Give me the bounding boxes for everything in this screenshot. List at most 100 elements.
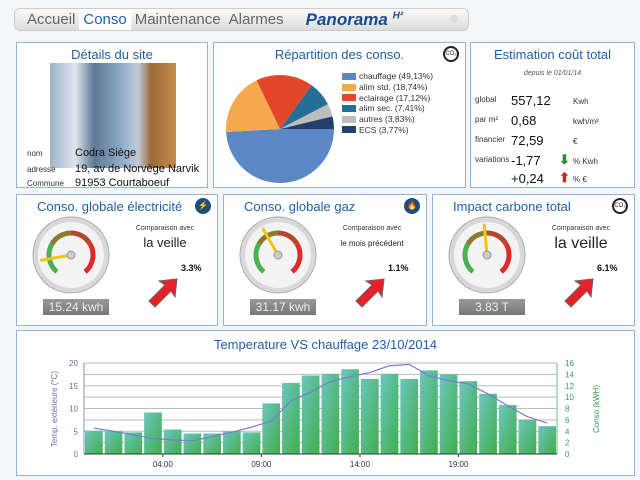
compare-label: Comparaison avec bbox=[135, 225, 195, 232]
temperature-line bbox=[93, 363, 548, 442]
compare-period: la veille bbox=[554, 235, 608, 252]
legend-label: eclairage (17,12%) bbox=[359, 92, 431, 103]
conso-bar[interactable] bbox=[301, 375, 320, 454]
conso-bar[interactable] bbox=[262, 403, 281, 454]
brand-logo: Panorama H² bbox=[306, 10, 404, 30]
building-photo bbox=[50, 63, 176, 168]
co2-icon[interactable]: CO₂ bbox=[612, 198, 628, 214]
co2-icon[interactable]: CO₂ bbox=[443, 46, 459, 62]
cout-panel: Estimation coût total depuis le 01/01/14… bbox=[470, 42, 635, 188]
conso-bar[interactable] bbox=[163, 429, 182, 454]
legend-label: chauffage (49,13%) bbox=[359, 71, 434, 82]
temperature-chauffage-chart: 0 5 10 15 20 0 2 4 6 8 10 12 14 16 04:00 09:00 14:00 19:0… bbox=[50, 359, 601, 469]
compare-label: Comparaison avec bbox=[551, 225, 611, 232]
conso-bar[interactable] bbox=[518, 419, 537, 454]
conso-bar[interactable] bbox=[321, 373, 340, 454]
x-tick: 04:00 bbox=[153, 460, 174, 469]
conso-bar[interactable] bbox=[498, 405, 517, 454]
pie-slice[interactable] bbox=[226, 80, 280, 132]
panel-title: Impact carbone total bbox=[453, 199, 571, 214]
cout-label: global bbox=[475, 95, 497, 104]
nom-label: nom bbox=[27, 149, 43, 158]
pie-slice[interactable] bbox=[280, 104, 333, 129]
cout-value: 72,59 bbox=[511, 133, 544, 148]
conso-bar[interactable] bbox=[420, 370, 438, 454]
lightning-icon[interactable]: ⚡ bbox=[195, 198, 211, 214]
trend-up-arrow-icon bbox=[355, 278, 385, 308]
y-left-tick: 10 bbox=[69, 405, 78, 414]
pie-slice[interactable] bbox=[280, 85, 328, 129]
legend-item: ECS (3,77%) bbox=[342, 124, 433, 135]
conso-bar[interactable] bbox=[538, 426, 556, 454]
y-right-tick: 12 bbox=[565, 382, 574, 391]
conso-bar[interactable] bbox=[459, 381, 478, 454]
compare-period: la veille bbox=[143, 235, 187, 250]
y-left-tick: 15 bbox=[69, 382, 78, 391]
menu-button[interactable] bbox=[450, 15, 458, 23]
conso-bar[interactable] bbox=[85, 430, 103, 454]
pie-slice[interactable] bbox=[280, 116, 334, 129]
panel-title: Conso. globale électricité bbox=[37, 199, 183, 214]
tab-conso[interactable]: Conso bbox=[79, 9, 131, 30]
brand-name: Panorama bbox=[305, 9, 388, 29]
conso-bar[interactable] bbox=[242, 432, 261, 454]
gauge-needle bbox=[39, 253, 73, 262]
cout-value: 557,12 bbox=[511, 93, 551, 108]
tab-alarmes[interactable]: Alarmes bbox=[228, 11, 284, 28]
panel-title: Estimation coût total bbox=[493, 47, 612, 62]
y-left-tick: 0 bbox=[74, 450, 79, 459]
conso-bar[interactable] bbox=[203, 433, 221, 454]
cout-value: +0,24 bbox=[511, 171, 544, 186]
legend-item: alim sec. (7,41%) bbox=[342, 103, 433, 114]
conso-bar[interactable] bbox=[400, 378, 419, 454]
gauge-readout: 31.17 kwh bbox=[250, 299, 316, 315]
conso-bar[interactable] bbox=[439, 374, 458, 454]
y-right-tick: 6 bbox=[565, 416, 570, 425]
conso-bar[interactable] bbox=[183, 433, 202, 454]
tab-accueil[interactable]: Accueil bbox=[27, 11, 76, 28]
nav-bar: Accueil Conso Maintenance Alarmes Panora… bbox=[14, 8, 469, 31]
legend-label: alim std. (18,74%) bbox=[359, 82, 428, 93]
cout-unit: Kwh bbox=[573, 97, 589, 106]
cout-unit: % Kwh bbox=[573, 157, 598, 166]
y-right-tick: 2 bbox=[565, 439, 570, 448]
legend-swatch bbox=[342, 83, 356, 91]
pie-legend: chauffage (49,13%) alim std. (18,74%) ecla… bbox=[342, 71, 433, 135]
conso-bar[interactable] bbox=[341, 369, 359, 454]
arrow-down-icon: ⬇ bbox=[559, 152, 570, 167]
trend-up-arrow-icon bbox=[564, 278, 594, 308]
conso-bar[interactable] bbox=[124, 432, 143, 454]
y-right-tick: 0 bbox=[565, 450, 570, 459]
gauge-needle bbox=[261, 227, 280, 257]
site-panel: Détails du site nom Codra Siège adresse … bbox=[16, 42, 208, 189]
legend-item: alim std. (18,74%) bbox=[342, 82, 433, 93]
conso-bar[interactable] bbox=[360, 378, 379, 454]
pie-slice[interactable] bbox=[256, 75, 312, 129]
y-right-tick: 4 bbox=[565, 427, 570, 436]
legend-swatch bbox=[342, 104, 356, 112]
y-left-tick: 5 bbox=[74, 427, 79, 436]
nom-value: Codra Siège bbox=[75, 147, 137, 159]
commune-value: 91953 Courtaboeuf bbox=[75, 177, 170, 189]
flame-icon[interactable]: 🔥 bbox=[404, 198, 420, 214]
panel-title: Détails du site bbox=[71, 47, 153, 62]
brand-sup: H² bbox=[392, 9, 404, 21]
cout-label: financier bbox=[475, 135, 506, 144]
conso-bar[interactable] bbox=[144, 412, 162, 454]
y-left-tick: 20 bbox=[69, 359, 78, 368]
tab-maintenance[interactable]: Maintenance bbox=[134, 11, 221, 28]
y-right-label: Conso (kWH) bbox=[592, 385, 601, 433]
gauge-needle bbox=[482, 223, 489, 257]
conso-bar[interactable] bbox=[282, 382, 300, 454]
y-right-tick: 8 bbox=[565, 405, 570, 414]
conso-bar[interactable] bbox=[380, 373, 399, 454]
x-tick: 19:00 bbox=[448, 460, 469, 469]
conso-bar[interactable] bbox=[222, 431, 241, 454]
gauge-readout: 15.24 kwh bbox=[43, 299, 109, 315]
compare-period: le mois précédent bbox=[340, 239, 404, 248]
pie-slice[interactable] bbox=[226, 129, 334, 184]
cout-value: -1,77 bbox=[511, 153, 541, 168]
conso-bar[interactable] bbox=[479, 393, 497, 454]
legend-swatch bbox=[342, 126, 356, 134]
conso-bar[interactable] bbox=[104, 431, 123, 454]
